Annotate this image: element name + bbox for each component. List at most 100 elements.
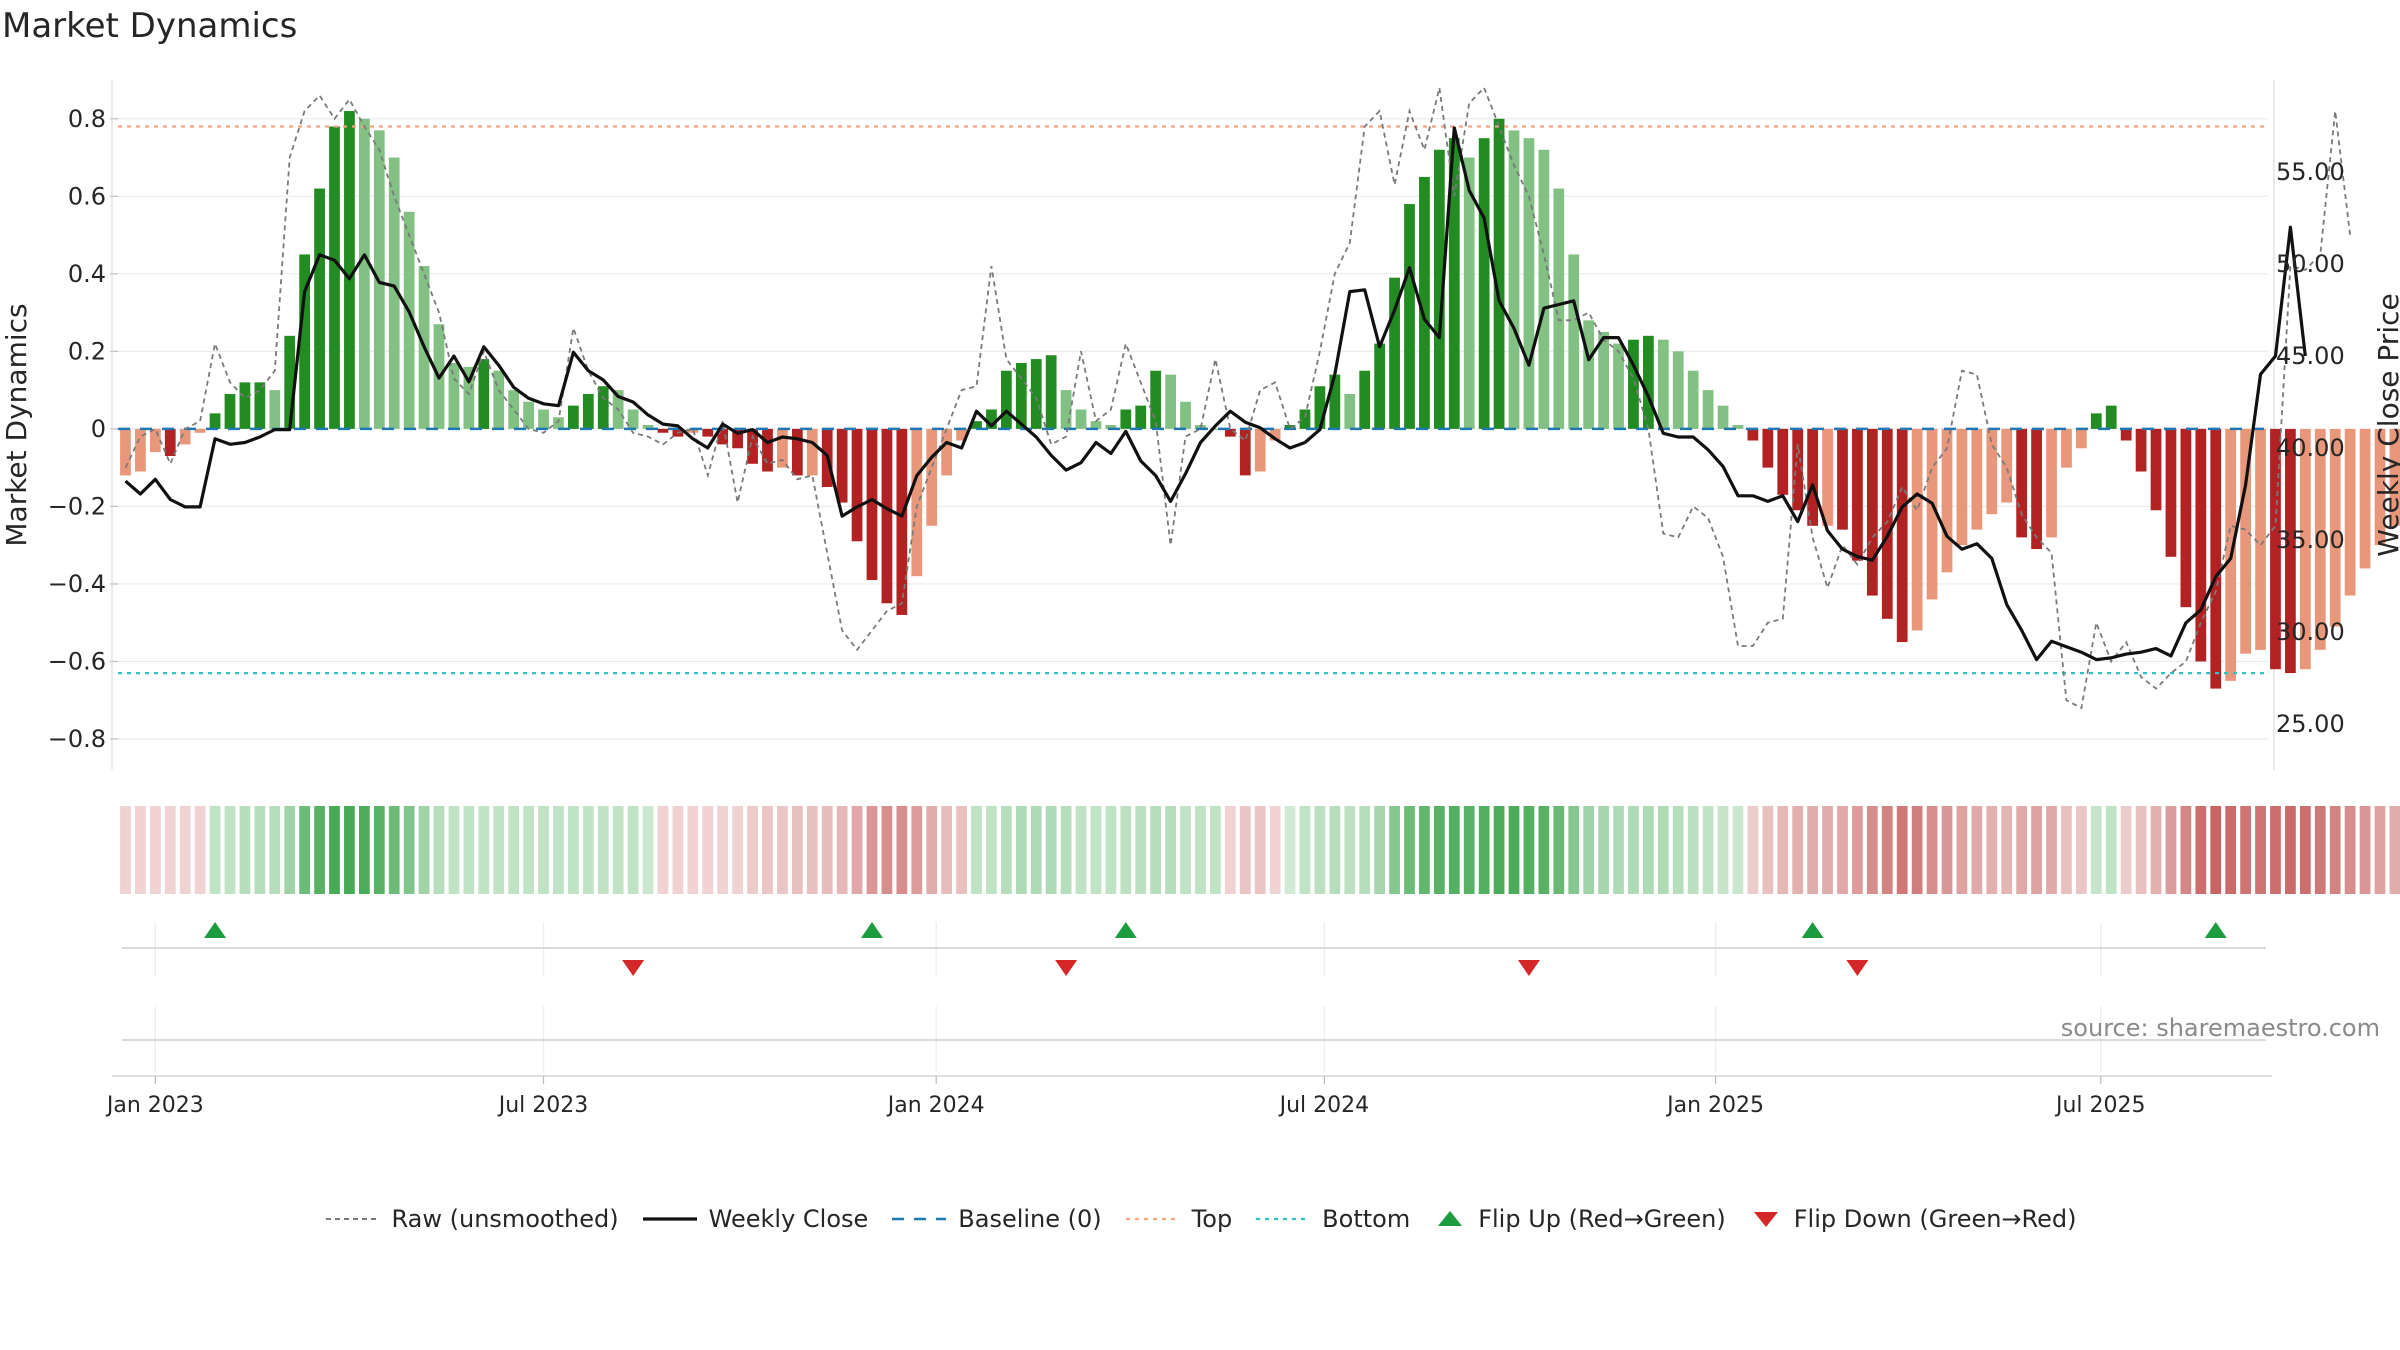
strength-cell — [179, 806, 191, 894]
momentum-bar — [508, 390, 520, 429]
strength-cell — [2329, 806, 2341, 894]
momentum-bar — [896, 428, 908, 615]
strength-cell — [2344, 806, 2356, 894]
momentum-bar — [1374, 343, 1386, 429]
strength-cell — [254, 806, 266, 894]
momentum-bar — [164, 428, 176, 457]
momentum-bar — [1568, 254, 1580, 429]
strength-cell — [986, 806, 997, 894]
momentum-bar — [1090, 421, 1102, 429]
legend-label: Flip Down (Green→Red) — [1793, 1205, 2077, 1233]
momentum-bar — [553, 417, 564, 429]
strength-cell — [2389, 806, 2400, 894]
x-tick-label: Jan 2024 — [886, 1093, 985, 1118]
strength-cell — [2016, 806, 2028, 894]
strength-cell — [2090, 806, 2102, 894]
legend-label: Weekly Close — [708, 1205, 869, 1233]
strength-cell — [358, 806, 370, 894]
momentum-bar — [1135, 405, 1147, 429]
momentum-bar — [2165, 428, 2177, 557]
strength-cell — [1568, 806, 1580, 894]
momentum-bar — [1747, 428, 1759, 441]
momentum-bar — [2285, 428, 2296, 674]
flip-markers — [122, 922, 2266, 1041]
strength-cell — [881, 806, 893, 894]
momentum-bar — [2031, 428, 2042, 550]
strength-cell — [388, 806, 400, 894]
momentum-bar — [2180, 428, 2192, 608]
strength-cell — [926, 806, 938, 894]
momentum-bar — [2016, 428, 2028, 538]
strength-cell — [2001, 806, 2013, 894]
strength-cell — [2374, 806, 2386, 894]
momentum-bar — [1210, 428, 1221, 430]
momentum-bar — [2270, 428, 2281, 670]
strength-cell — [1628, 806, 1639, 894]
strength-cell — [239, 806, 251, 894]
momentum-bar — [2105, 405, 2117, 429]
momentum-bar — [1717, 405, 1729, 429]
momentum-bar — [971, 421, 982, 429]
strength-cell — [1329, 806, 1341, 894]
momentum-bar — [1359, 370, 1371, 429]
y-tick-label: 0.8 — [68, 105, 106, 133]
strength-cell — [1284, 806, 1296, 894]
strength-cell — [2240, 806, 2251, 894]
strength-cell — [851, 806, 863, 894]
strength-cell — [373, 806, 385, 894]
strength-cell — [687, 806, 699, 894]
strength-cell — [2180, 806, 2192, 894]
momentum-bar — [791, 428, 803, 476]
flip-down-marker — [1517, 960, 1540, 976]
strength-cell — [1493, 806, 1505, 894]
y2-tick-label: 45.00 — [2276, 342, 2345, 370]
strength-cell — [1419, 806, 1430, 894]
strength-cell — [1643, 806, 1654, 894]
strength-cell — [1508, 806, 1520, 894]
momentum-bar — [1538, 149, 1550, 429]
strength-cell — [1433, 806, 1445, 894]
strength-cell — [1538, 806, 1550, 894]
momentum-bar — [209, 413, 221, 429]
strength-cell — [433, 806, 445, 894]
flip-down-marker — [1055, 960, 1078, 976]
strength-cell — [2031, 806, 2042, 894]
momentum-bar — [1523, 138, 1535, 429]
momentum-bar — [1687, 370, 1699, 429]
strength-cell — [1195, 806, 1206, 894]
gridlines — [118, 118, 2268, 1072]
momentum-bar — [1702, 390, 1714, 429]
momentum-bar — [463, 366, 475, 429]
momentum-bar — [2255, 428, 2266, 650]
momentum-bar — [1762, 428, 1774, 468]
momentum-bar — [1598, 331, 1609, 429]
strength-cell — [866, 806, 878, 894]
momentum-bar — [1956, 428, 1968, 546]
strength-cell — [582, 806, 594, 894]
flip-up-marker — [204, 922, 227, 938]
momentum-bar — [762, 428, 773, 472]
strength-cell — [2270, 806, 2281, 894]
momentum-bar — [941, 428, 953, 476]
y2-tick-label: 30.00 — [2276, 618, 2345, 646]
momentum-bar — [1807, 428, 1818, 526]
strength-cell — [1314, 806, 1326, 894]
strength-cell — [1448, 806, 1460, 894]
strength-cell — [2210, 806, 2222, 894]
strength-cell — [1523, 806, 1535, 894]
momentum-bar — [1419, 176, 1430, 429]
strength-cell — [2105, 806, 2117, 894]
strength-cell — [1269, 806, 1281, 894]
legend-label: Top — [1191, 1205, 1233, 1233]
strength-cell — [2314, 806, 2326, 894]
strength-cell — [1866, 806, 1878, 894]
strength-cell — [2120, 806, 2132, 894]
momentum-bar — [344, 111, 355, 429]
momentum-bar — [1224, 428, 1236, 437]
legend-label: Flip Up (Red→Green) — [1478, 1205, 1726, 1233]
momentum-bar — [1822, 428, 1833, 526]
raw-series-line — [124, 86, 2351, 710]
momentum-bar — [1314, 386, 1326, 429]
momentum-bar — [1239, 428, 1251, 476]
momentum-bar — [1389, 277, 1400, 429]
